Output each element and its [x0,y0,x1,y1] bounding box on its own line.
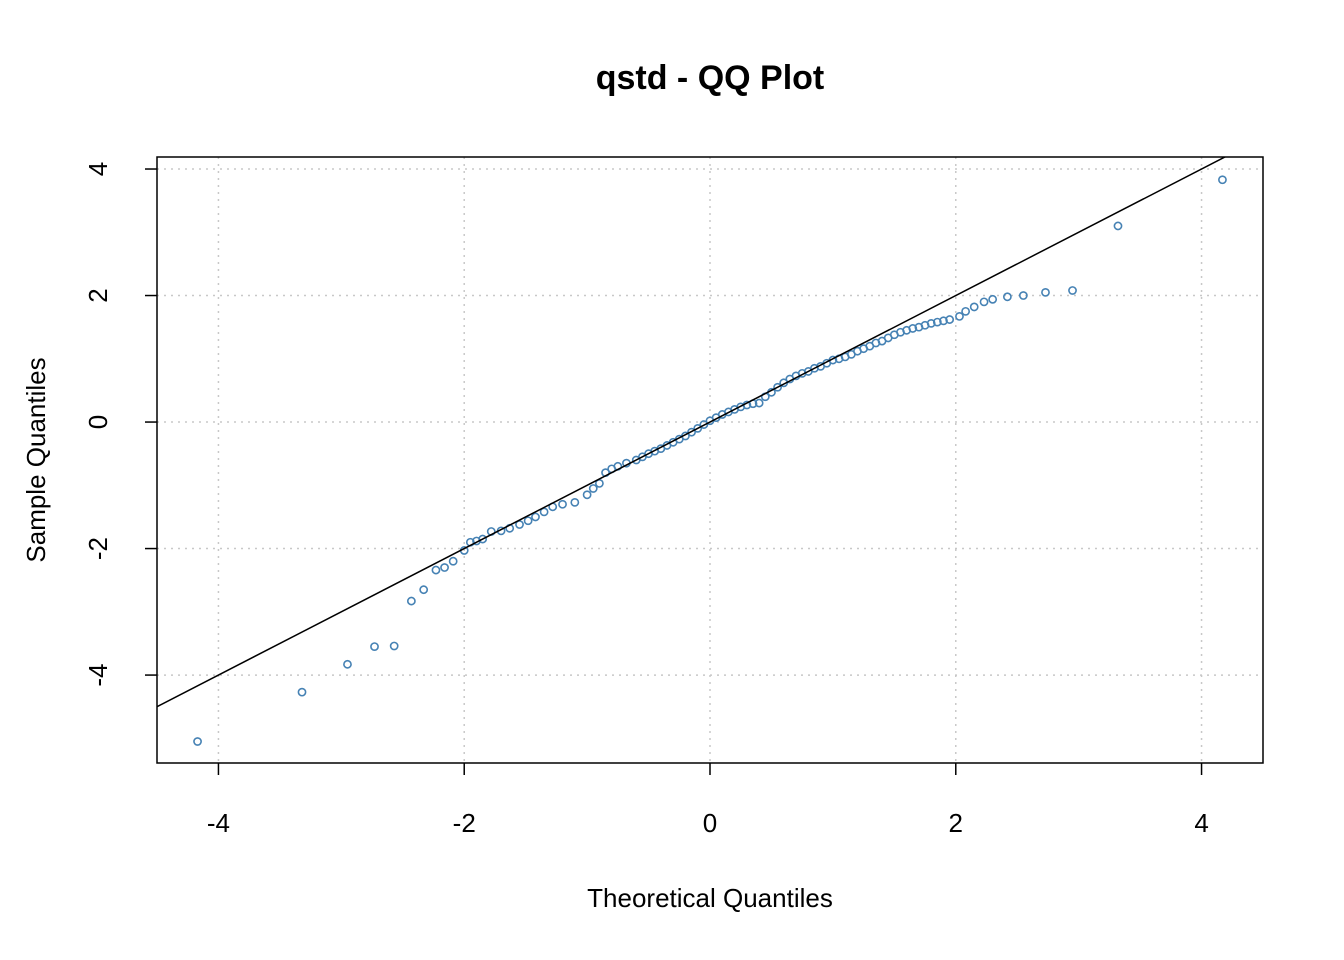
x-tick-label: 0 [703,808,717,838]
point [961,306,971,316]
x-tick-label: -2 [453,808,476,838]
qq-line [157,157,1227,708]
y-tick-label: 4 [83,162,113,176]
point [969,302,979,312]
x-tick-label: -4 [207,808,230,838]
point [531,512,540,522]
point [1041,287,1050,297]
point [1068,286,1077,295]
y-tick-label: -4 [83,664,113,687]
point [588,484,598,493]
y-tick-label: -2 [83,537,113,560]
point [343,659,352,669]
point [558,499,567,509]
x-tick-label: 2 [949,808,963,838]
point [448,556,458,566]
point [932,317,942,327]
point [406,596,416,606]
point [193,737,202,746]
point [1002,292,1012,302]
point [1218,175,1227,185]
point [389,641,399,651]
plot-area [157,157,1227,746]
point [926,318,936,328]
point [431,565,441,575]
chart-title: qstd - QQ Plot [596,59,825,97]
point [582,490,592,500]
point [440,563,449,572]
point [693,423,703,433]
y-tick-label: 2 [83,288,113,302]
point [699,420,709,429]
point [955,312,964,321]
point [1018,291,1028,300]
point [478,534,488,544]
point [945,315,955,324]
y-axis-label: Sample Quantiles [21,357,51,562]
point [297,687,307,697]
point [939,316,948,326]
point [687,427,696,437]
point [570,497,580,507]
y-tick-label: 0 [83,415,113,429]
point [754,398,764,408]
x-axis-label: Theoretical Quantiles [587,883,833,913]
point [979,297,989,307]
point [419,585,429,595]
grid [157,157,1263,763]
point [370,642,379,652]
x-tick-label: 4 [1194,808,1208,838]
point [523,516,533,526]
point [988,294,998,304]
point [1113,221,1123,231]
point [908,324,918,333]
point [773,382,782,392]
